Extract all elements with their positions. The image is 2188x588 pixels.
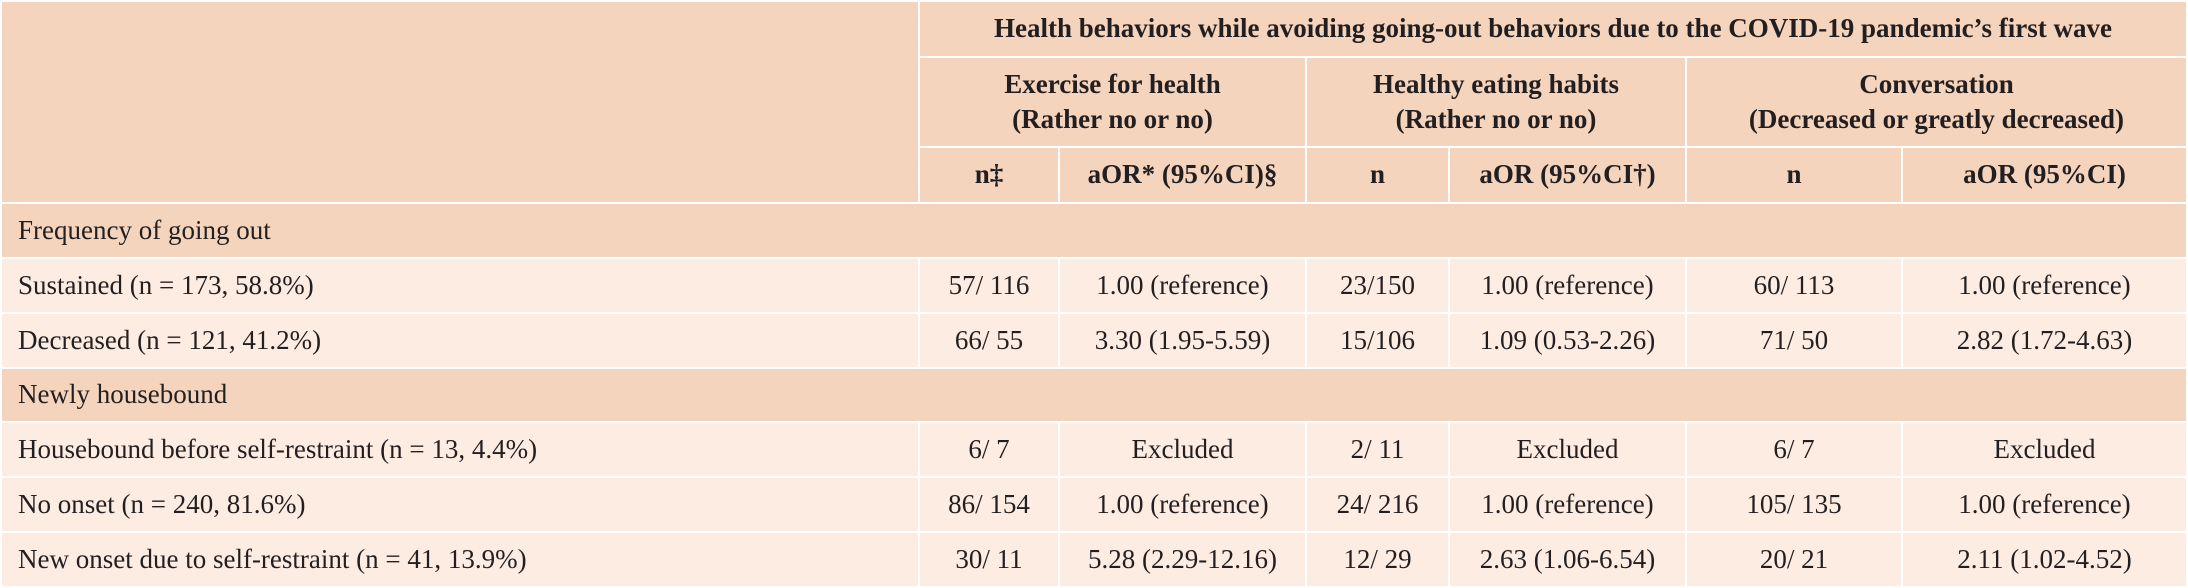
cell-conversation-n: 20/ 21: [1685, 531, 1903, 588]
cell-eating-aor: 2.63 (1.06-6.54): [1448, 531, 1687, 588]
table-row: Decreased (n = 121, 41.2%) 66/ 55 3.30 (…: [0, 311, 2188, 369]
cell-exercise-n: 30/ 11: [918, 531, 1060, 588]
cell-conversation-aor: 1.00 (reference): [1901, 476, 2188, 534]
subheader-conversation-n: n: [1685, 146, 1903, 204]
header-group-exercise-line1: Exercise for health: [1004, 68, 1221, 99]
header-row-groups: Exercise for health (Rather no or no) He…: [1, 56, 2188, 148]
cell-exercise-n: 57/ 116: [918, 256, 1060, 314]
subheader-exercise-n: n‡: [918, 146, 1060, 204]
cell-eating-n: 15/106: [1305, 311, 1450, 369]
header-group-eating: Healthy eating habits (Rather no or no): [1305, 56, 1687, 148]
section-row-housebound: Newly housebound: [0, 366, 2188, 424]
header-group-eating-line1: Healthy eating habits: [1372, 68, 1620, 99]
cell-conversation-n: 105/ 135: [1685, 476, 1903, 534]
table-row: New onset due to self-restraint (n = 41,…: [0, 531, 2188, 588]
section-title: Frequency of going out: [0, 202, 2188, 259]
cell-exercise-aor: 5.28 (2.29-12.16): [1058, 531, 1307, 588]
row-label: Housebound before self-restraint (n = 13…: [0, 421, 920, 479]
cell-conversation-n: 60/ 113: [1685, 256, 1903, 314]
header-group-conversation-line2: (Decreased or greatly decreased): [1748, 104, 2125, 134]
cell-conversation-aor: Excluded: [1901, 421, 2188, 479]
cell-eating-aor: 1.00 (reference): [1448, 476, 1687, 534]
cell-conversation-n: 71/ 50: [1685, 311, 1903, 369]
cell-exercise-n: 86/ 154: [918, 476, 1060, 534]
row-label: New onset due to self-restraint (n = 41,…: [0, 531, 920, 588]
cell-exercise-aor: 1.00 (reference): [1058, 476, 1307, 534]
cell-eating-aor: Excluded: [1448, 421, 1687, 479]
table-row: No onset (n = 240, 81.6%) 86/ 154 1.00 (…: [0, 476, 2188, 534]
table-row: Housebound before self-restraint (n = 13…: [0, 421, 2188, 479]
cell-exercise-n: 6/ 7: [918, 421, 1060, 479]
cell-conversation-aor: 2.82 (1.72-4.63): [1901, 311, 2188, 369]
row-label: Decreased (n = 121, 41.2%): [0, 311, 920, 369]
cell-eating-n: 2/ 11: [1305, 421, 1450, 479]
cell-eating-aor: 1.09 (0.53-2.26): [1448, 311, 1687, 369]
section-title: Newly housebound: [0, 366, 2188, 424]
cell-eating-n: 12/ 29: [1305, 531, 1450, 588]
cell-exercise-aor: Excluded: [1058, 421, 1307, 479]
header-group-conversation: Conversation (Decreased or greatly decre…: [1685, 56, 2188, 148]
cell-conversation-aor: 1.00 (reference): [1901, 256, 2188, 314]
header-group-exercise-line2: (Rather no or no): [1012, 104, 1213, 134]
cell-eating-n: 23/150: [1305, 256, 1450, 314]
row-label: No onset (n = 240, 81.6%): [0, 476, 920, 534]
cell-exercise-aor: 1.00 (reference): [1058, 256, 1307, 314]
cell-conversation-n: 6/ 7: [1685, 421, 1903, 479]
header-group-exercise: Exercise for health (Rather no or no): [918, 56, 1307, 148]
cell-exercise-aor: 3.30 (1.95-5.59): [1058, 311, 1307, 369]
table-row: Sustained (n = 173, 58.8%) 57/ 116 1.00 …: [0, 256, 2188, 314]
header-title: Health behaviors while avoiding going-ou…: [918, 0, 2188, 58]
header-group-eating-line2: (Rather no or no): [1395, 104, 1597, 134]
section-row-going-out: Frequency of going out: [0, 202, 2188, 259]
subheader-eating-aor: aOR (95%CI†): [1448, 146, 1687, 204]
cell-eating-aor: 1.00 (reference): [1448, 256, 1687, 314]
cell-exercise-n: 66/ 55: [918, 311, 1060, 369]
row-label: Sustained (n = 173, 58.8%): [0, 256, 920, 314]
subheader-eating-n: n: [1305, 146, 1450, 204]
header-corner-cell: [0, 0, 920, 204]
cell-conversation-aor: 2.11 (1.02-4.52): [1901, 531, 2188, 588]
subheader-exercise-aor: aOR* (95%CI)§: [1058, 146, 1307, 204]
header-group-conversation-line1: Conversation: [1859, 68, 2014, 99]
header-row-top: Health behaviors while avoiding going-ou…: [0, 0, 2188, 204]
subheader-conversation-aor: aOR (95%CI): [1901, 146, 2188, 204]
cell-eating-n: 24/ 216: [1305, 476, 1450, 534]
